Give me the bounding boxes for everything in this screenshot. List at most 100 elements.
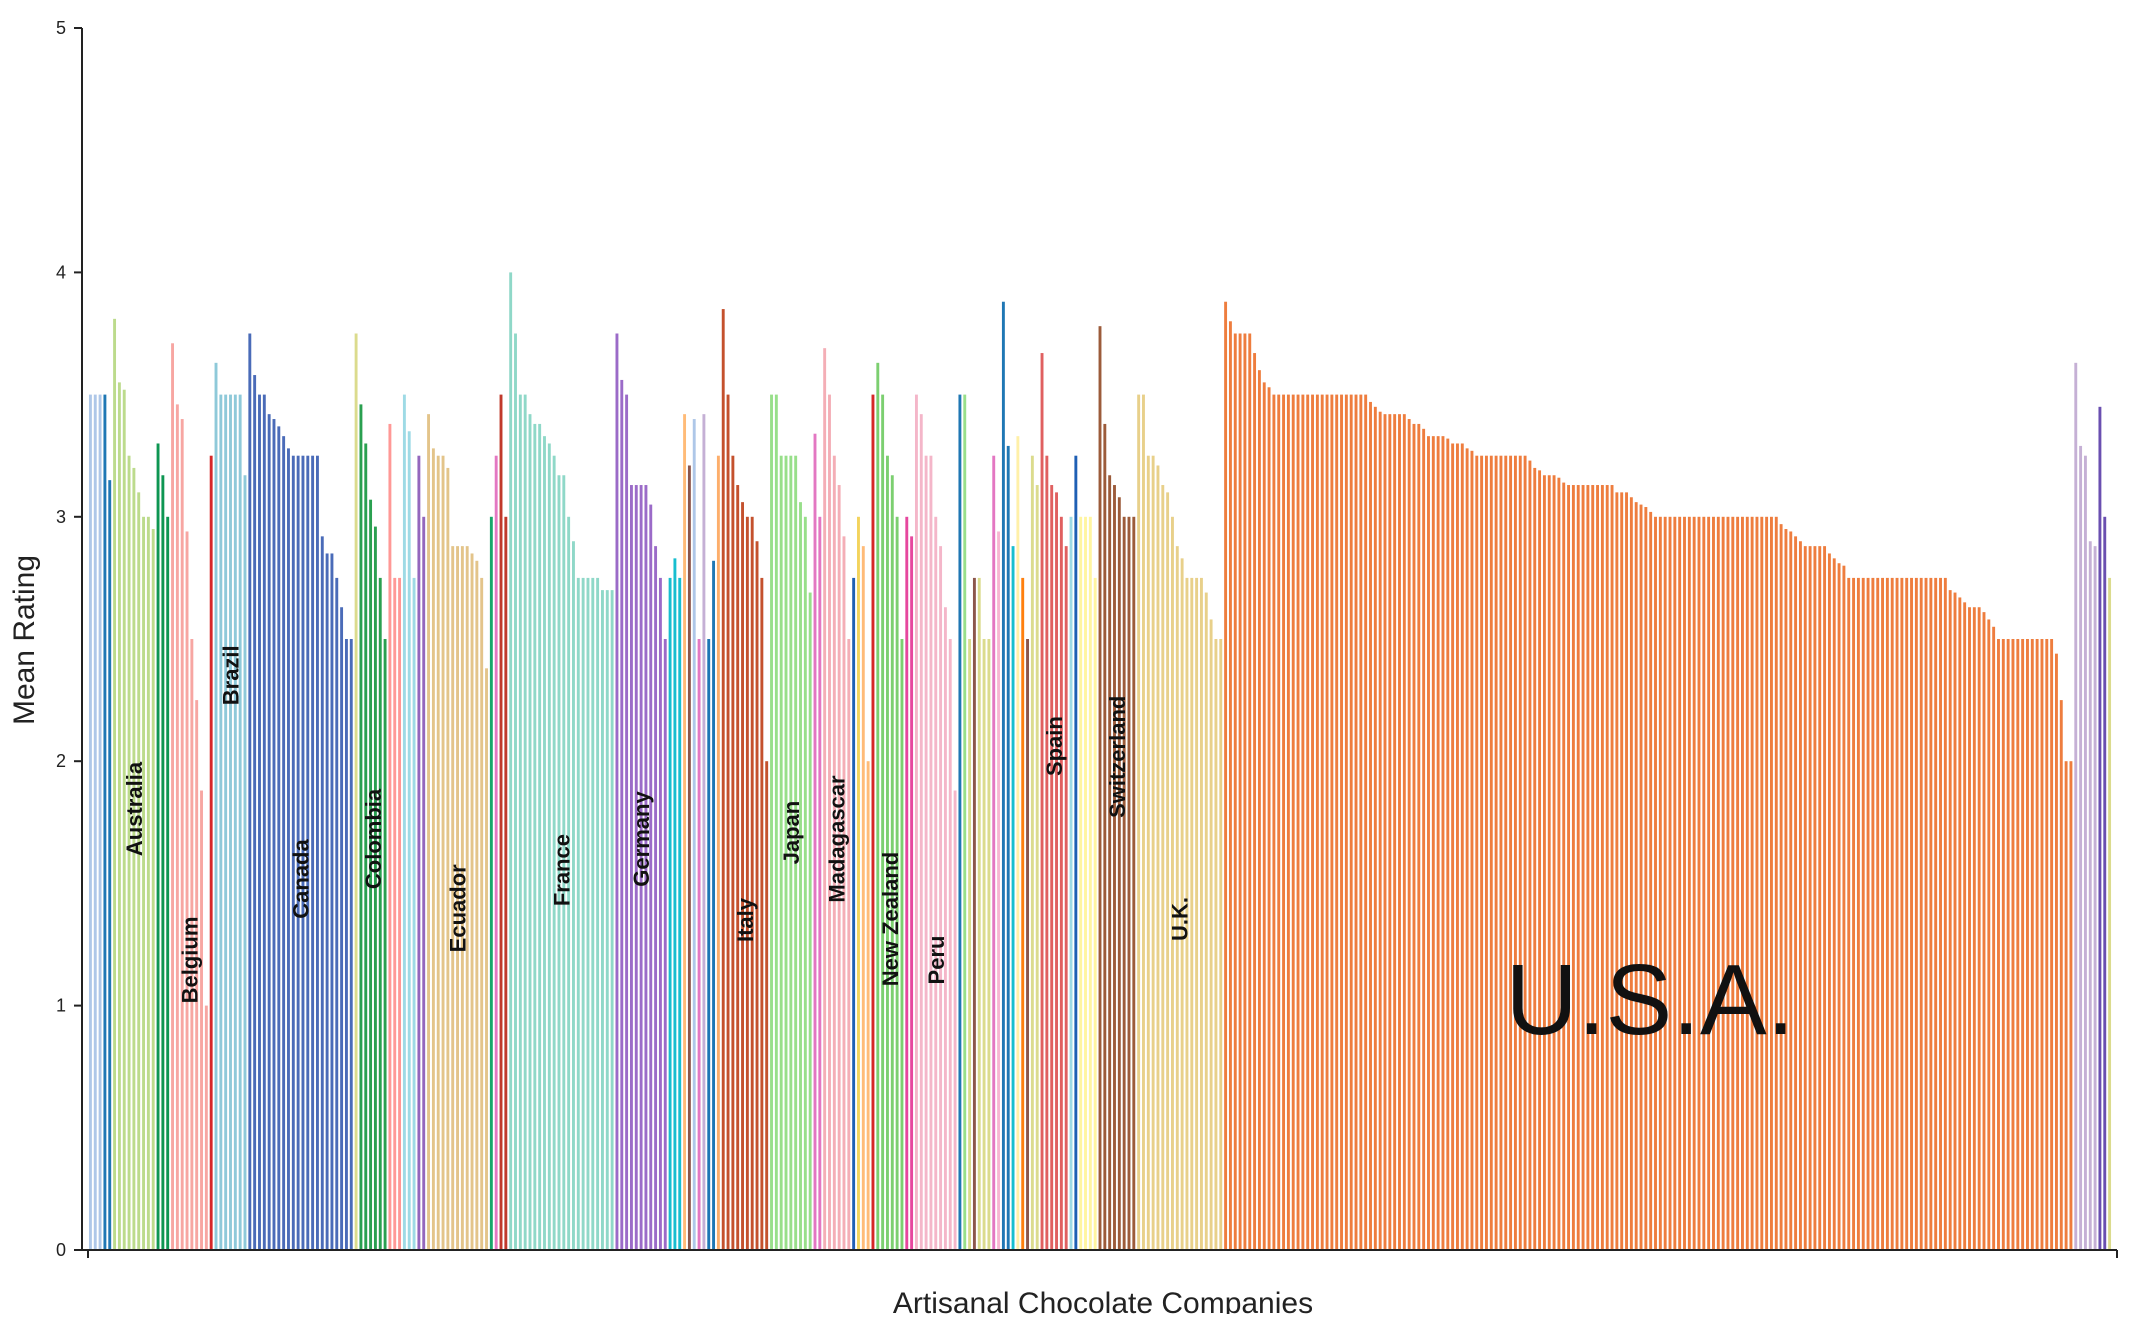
bar — [1320, 394, 1324, 1251]
bar — [726, 394, 730, 1251]
bar — [1678, 516, 1682, 1250]
bar — [1673, 516, 1677, 1250]
country-label: Switzerland — [1105, 696, 1130, 818]
bar — [528, 414, 532, 1250]
bar — [707, 639, 711, 1250]
bar — [344, 639, 348, 1250]
bar — [127, 455, 131, 1250]
bar — [1997, 639, 2000, 1250]
bar — [1948, 590, 1952, 1250]
bar — [1069, 516, 1073, 1250]
bar — [1407, 419, 1411, 1250]
bar — [963, 394, 967, 1251]
bar — [1890, 577, 1894, 1250]
bar — [2035, 639, 2039, 1250]
bar — [1818, 546, 1822, 1250]
bar — [359, 404, 363, 1250]
bar — [1142, 394, 1145, 1251]
bar — [779, 455, 783, 1250]
bar — [1108, 475, 1112, 1250]
bar — [93, 394, 97, 1251]
bar — [1412, 423, 1416, 1250]
bar — [1195, 577, 1199, 1250]
bar — [1943, 577, 1947, 1250]
bar — [1340, 394, 1343, 1251]
bar — [340, 607, 344, 1250]
bar — [1542, 475, 1546, 1250]
bar — [398, 577, 402, 1250]
bar — [784, 455, 788, 1250]
bar — [1137, 394, 1141, 1251]
bar — [499, 394, 503, 1251]
bar — [1914, 577, 1918, 1250]
bar — [1547, 475, 1551, 1250]
bar — [668, 577, 672, 1250]
bar — [774, 394, 778, 1251]
country-label: New Zealand — [878, 852, 903, 986]
bar — [876, 362, 880, 1251]
y-tick-label: 1 — [56, 996, 66, 1016]
bar — [2026, 639, 2029, 1250]
bar — [1663, 516, 1667, 1250]
bar — [847, 639, 851, 1250]
bar — [982, 639, 986, 1250]
bar — [267, 414, 271, 1250]
bar — [494, 455, 498, 1250]
bar — [175, 404, 179, 1250]
bar — [98, 394, 102, 1251]
bar — [1199, 577, 1203, 1250]
bar — [224, 394, 228, 1251]
bar — [287, 448, 290, 1250]
bar — [1156, 465, 1160, 1251]
bar — [1591, 485, 1595, 1250]
bar — [151, 529, 155, 1250]
bar — [687, 465, 691, 1251]
bar — [1953, 592, 1957, 1250]
bar — [842, 536, 846, 1250]
bar — [871, 394, 875, 1251]
bar — [1910, 577, 1913, 1250]
country-label: Spain — [1042, 716, 1067, 776]
bar — [1658, 516, 1662, 1250]
country-label: Brazil — [219, 645, 244, 705]
bar — [291, 455, 295, 1250]
bar — [2011, 639, 2015, 1250]
country-label: U.K. — [1168, 897, 1193, 941]
bar — [2016, 639, 2020, 1250]
y-tick-label: 2 — [56, 751, 66, 771]
bar — [282, 436, 286, 1250]
bar — [1968, 607, 1971, 1250]
y-tick-label: 5 — [56, 18, 66, 38]
bar — [1832, 558, 1836, 1250]
bar — [1736, 516, 1740, 1250]
bar — [1373, 406, 1377, 1250]
bar — [258, 394, 261, 1251]
bar — [924, 455, 928, 1250]
bar — [1625, 492, 1628, 1250]
bar — [1784, 529, 1788, 1250]
bar — [470, 553, 474, 1250]
bar — [1098, 326, 1102, 1250]
bar — [620, 379, 624, 1250]
bar — [1963, 602, 1967, 1250]
bar — [407, 431, 411, 1250]
bar — [1369, 401, 1372, 1250]
y-ticks: 0 1 2 3 4 5 — [56, 18, 82, 1260]
bar — [1224, 301, 1228, 1251]
bar — [596, 577, 600, 1250]
bar — [1335, 394, 1339, 1251]
bar — [2098, 406, 2102, 1250]
bar — [1219, 639, 1223, 1250]
bar — [625, 394, 629, 1251]
bar — [861, 546, 865, 1250]
bar — [934, 516, 938, 1250]
bar — [1586, 485, 1590, 1250]
bar — [456, 546, 459, 1250]
y-axis-title: Mean Rating — [8, 555, 41, 725]
bar — [837, 485, 841, 1250]
bar — [509, 272, 513, 1250]
bar — [1668, 516, 1672, 1250]
y-tick-label: 0 — [56, 1240, 66, 1260]
bar — [1992, 626, 1996, 1250]
